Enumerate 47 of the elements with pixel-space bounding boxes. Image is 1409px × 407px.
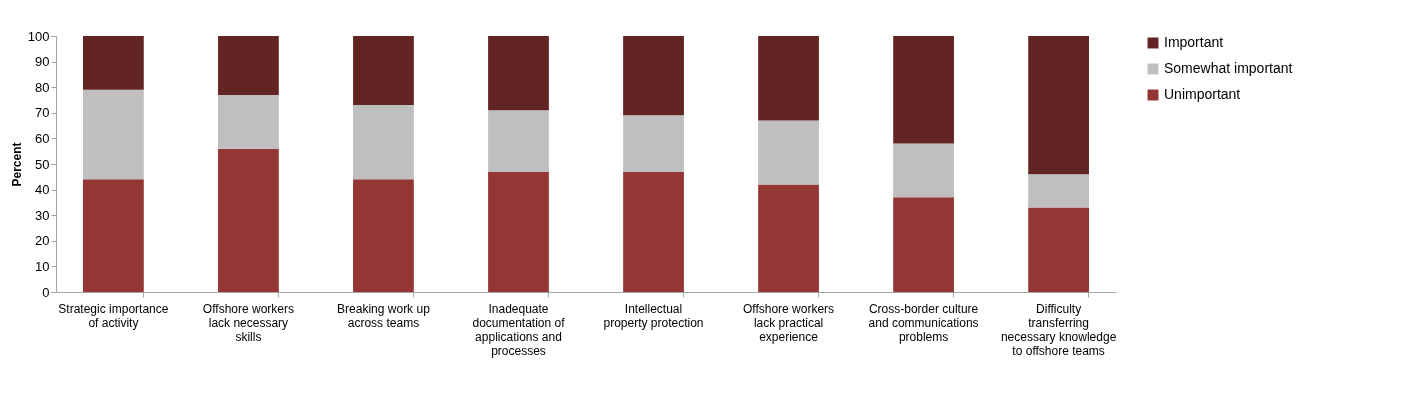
bar [83,89,144,180]
bar [893,197,954,292]
y-tick-label: 0 [42,284,50,300]
y-tick-label: 20 [35,233,50,249]
bar [488,36,549,111]
y-tick-label: 100 [27,28,50,44]
bar [893,143,954,198]
bar [218,36,279,95]
bar [488,110,549,172]
y-tick-label: 60 [35,130,50,146]
y-tick-label: 50 [35,156,50,172]
y-axis-title: Percent [9,142,24,187]
y-tick-label: 70 [35,105,50,121]
bar [758,184,819,292]
x-tick-label: Offshore workers lack practical experience [742,301,835,344]
bar [83,36,144,90]
x-tick-label: Difficulty transferring necessary knowledge to offshore teams [1000,301,1117,358]
bar [1028,174,1089,208]
bar [488,171,549,292]
y-tick-label: 30 [35,207,50,223]
y-tick-label: 10 [35,258,50,274]
bar [83,179,144,292]
x-tick-label: Breaking work up across teams [337,301,431,330]
legend-label: Unimportant [1164,86,1241,102]
y-tick-label: 80 [35,79,50,95]
bar [893,36,954,144]
bar [218,94,279,149]
y-tick-label: 40 [35,182,50,198]
bar [353,36,414,106]
x-tick-label: Cross-border culture and communications problems [868,301,979,344]
y-tick-label: 90 [35,54,50,70]
x-tick-label: Inadequate documentation of applications and processes [472,301,566,358]
bar [623,115,684,172]
bar [758,120,819,185]
bar [1028,207,1089,292]
legend-label: Somewhat important [1164,60,1293,76]
bar [623,171,684,292]
x-tick-label: Offshore workers lack necessary skills [202,301,294,344]
bar [218,148,279,292]
bar [353,179,414,292]
bar [353,105,414,180]
bar [758,36,819,121]
x-tick-label: Strategic importance of activity [58,301,169,330]
x-tick-label: Intellectual property protection [603,301,704,330]
bar [1028,36,1089,175]
legend-label: Important [1164,34,1224,50]
bar [623,36,684,116]
